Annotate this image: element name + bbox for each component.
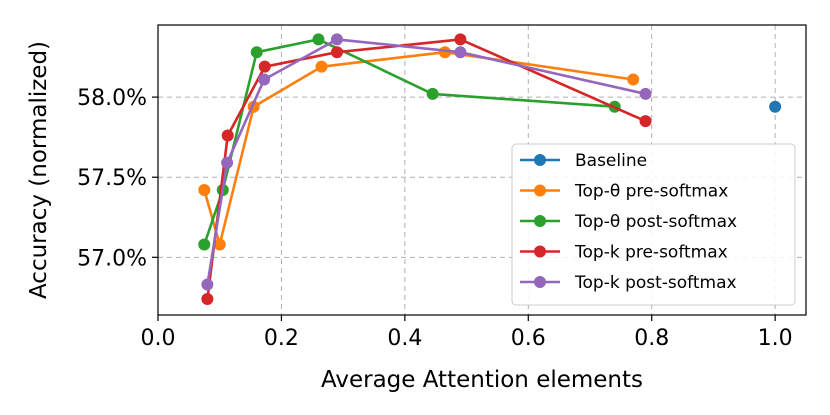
legend-label: Top-k pre-softmax	[574, 243, 728, 263]
x-tick-label: 0.6	[511, 326, 546, 351]
x-tick-label: 0.8	[634, 326, 669, 351]
data-point	[454, 46, 467, 59]
axis-ticks: 0.0 0.2 0.4 0.6 0.8 1.0 57.0% 57.5% 58.0%	[77, 86, 793, 351]
data-point	[258, 73, 271, 86]
data-point	[198, 184, 211, 197]
legend-item: Top-θ post-softmax	[520, 212, 737, 232]
x-axis-label: Average Attention elements	[321, 367, 643, 393]
legend-swatch-marker	[534, 184, 546, 197]
legend-label: Baseline	[575, 151, 647, 171]
data-point	[330, 33, 343, 46]
legend-swatch-marker	[534, 154, 546, 166]
x-tick-label: 0.2	[264, 326, 299, 351]
data-point	[315, 60, 328, 73]
data-point	[201, 278, 214, 291]
y-tick-label: 57.5%	[77, 166, 147, 191]
y-tick-label: 58.0%	[77, 86, 147, 111]
data-point	[221, 156, 234, 169]
x-tick-label: 0.0	[141, 326, 176, 351]
legend-box	[511, 143, 796, 306]
data-point	[258, 60, 271, 73]
plot-frame	[157, 24, 807, 316]
x-tick-label: 1.0	[758, 326, 793, 351]
legend-item: Top-k post-softmax	[520, 273, 737, 293]
data-point	[201, 292, 214, 305]
data-point	[221, 129, 234, 142]
series-lines	[198, 33, 782, 305]
legend-label: Top-k post-softmax	[574, 273, 737, 293]
data-point	[198, 238, 211, 251]
legend-item: Baseline	[520, 151, 647, 171]
legend-item: Top-k pre-softmax	[520, 243, 728, 263]
x-tick-label: 0.4	[387, 326, 422, 351]
y-axis-label: Accuracy (normalized)	[26, 41, 52, 299]
data-point	[769, 100, 782, 113]
series-line	[206, 38, 646, 285]
legend: Baseline Top-θ pre-softmax Top-θ post-soft…	[511, 143, 796, 306]
data-point	[312, 33, 325, 46]
legend-label: Top-θ post-softmax	[574, 212, 737, 232]
data-point	[454, 33, 467, 46]
data-point	[250, 46, 263, 59]
data-point	[639, 115, 652, 128]
legend-swatch-marker	[534, 215, 546, 227]
data-point	[627, 73, 640, 86]
data-point	[213, 238, 226, 251]
data-point	[639, 87, 652, 100]
data-point	[426, 87, 439, 100]
data-point	[330, 46, 343, 59]
series-top-k-post-softmax	[201, 33, 652, 291]
legend-swatch-marker	[534, 276, 546, 288]
legend-label: Top-θ pre-softmax	[574, 182, 728, 202]
series-baseline	[769, 100, 782, 113]
legend-item: Top-θ pre-softmax	[520, 182, 728, 202]
y-tick-label: 57.0%	[77, 246, 147, 271]
legend-swatch-marker	[534, 245, 546, 258]
